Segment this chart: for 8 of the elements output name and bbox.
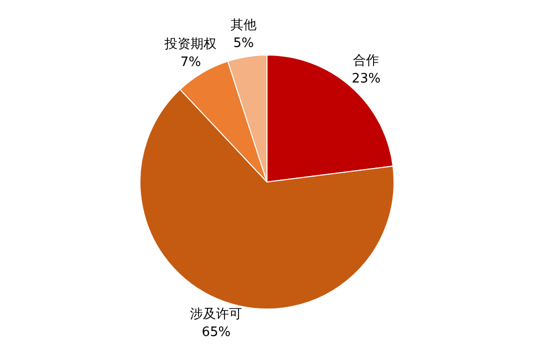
data-label: 5% (233, 36, 254, 51)
data-label: 7% (180, 54, 201, 70)
slice-label: 其他 (230, 18, 257, 33)
data-label: 65% (202, 325, 231, 340)
slice-label: 投资期权 (164, 36, 217, 52)
data-label: 23% (352, 71, 381, 86)
slice-label: 涉及许可 (190, 307, 242, 322)
slice-label: 合作 (353, 53, 380, 68)
